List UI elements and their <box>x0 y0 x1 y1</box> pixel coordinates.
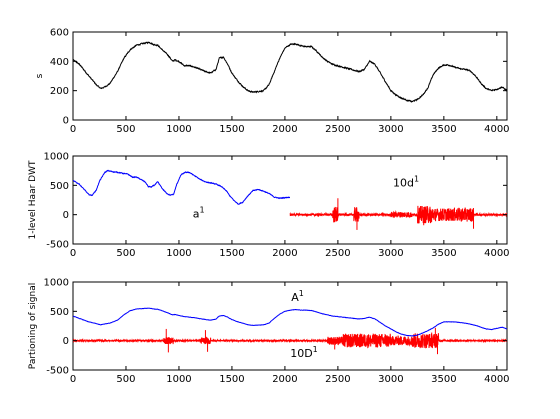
y-tick-label: 0 <box>63 336 69 347</box>
y-tick-label: 600 <box>50 28 69 39</box>
x-tick-label: 2500 <box>325 124 350 135</box>
x-tick-label: 3000 <box>378 374 403 385</box>
x-tick-label: 0 <box>70 124 76 135</box>
x-tick-label: 4000 <box>484 124 509 135</box>
y-axis-label: 1-level Haar DWT <box>28 160 38 239</box>
x-tick-label: 3500 <box>431 124 456 135</box>
x-tick-label: 2500 <box>325 248 350 259</box>
y-tick-label: 0 <box>63 116 69 127</box>
x-tick-label: 2000 <box>272 248 297 259</box>
x-tick-label: 500 <box>116 124 135 135</box>
axes-box <box>72 31 508 121</box>
series-line-1 <box>73 307 507 337</box>
x-tick-label: 2000 <box>272 124 297 135</box>
x-tick-label: 500 <box>116 374 135 385</box>
y-axis-label: Partioning of signal <box>28 283 38 369</box>
x-tick-label: 1500 <box>219 248 244 259</box>
y-tick-label: 500 <box>50 307 69 318</box>
axes-box <box>72 155 508 245</box>
y-axis-label: s <box>35 73 45 78</box>
y-tick-label: 0 <box>63 210 69 221</box>
series-line-0 <box>73 331 507 349</box>
y-tick-label: 1000 <box>44 152 69 163</box>
x-tick-label: 3000 <box>378 248 403 259</box>
annotation-label: 10D1 <box>290 345 318 360</box>
x-tick-label: 1500 <box>219 374 244 385</box>
panel-haar-dwt: 0 500 1000 1500 2000 2500 3000 3500 4000-5000500… <box>28 152 510 260</box>
y-tick-label: -500 <box>46 366 69 377</box>
x-tick-label: 500 <box>116 248 135 259</box>
y-tick-label: -500 <box>46 240 69 251</box>
y-tick-label: 200 <box>50 86 69 97</box>
annotation-label: a1 <box>193 206 205 221</box>
panel-partitioning: 0 500 1000 1500 2000 2500 3000 3500 4000-5000500… <box>28 278 510 386</box>
x-tick-label: 4000 <box>484 374 509 385</box>
x-tick-label: 1000 <box>166 248 191 259</box>
x-tick-label: 1000 <box>166 374 191 385</box>
series-line-1 <box>289 205 507 224</box>
axes-box <box>72 281 508 371</box>
x-tick-label: 3500 <box>431 374 456 385</box>
panel-signal: 0 500 1000 1500 2000 2500 3000 3500 4000 0 200 400 6… <box>35 28 510 136</box>
x-tick-label: 0 <box>70 248 76 259</box>
x-tick-label: 3500 <box>431 248 456 259</box>
annotation-label: 10d1 <box>393 175 419 190</box>
x-tick-label: 2500 <box>325 374 350 385</box>
y-tick-label: 400 <box>50 57 69 68</box>
x-tick-label: 1500 <box>219 124 244 135</box>
series-line-0 <box>73 41 507 103</box>
y-tick-label: 500 <box>50 181 69 192</box>
y-tick-label: 1000 <box>44 278 69 289</box>
x-tick-label: 4000 <box>484 248 509 259</box>
series-line-0 <box>73 169 291 205</box>
x-tick-label: 3000 <box>378 124 403 135</box>
x-tick-label: 0 <box>70 374 76 385</box>
x-tick-label: 1000 <box>166 124 191 135</box>
annotation-label: A1 <box>291 289 304 304</box>
x-tick-label: 2000 <box>272 374 297 385</box>
